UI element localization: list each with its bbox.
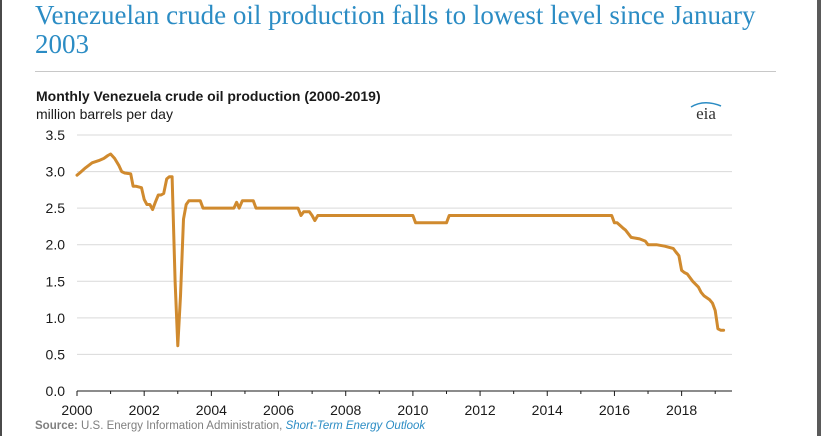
y-tick-label: 3.0	[46, 164, 66, 180]
chart-gridlines	[77, 134, 732, 355]
x-axis-ticks: 2000 2002 2004 2006 2008 2010 2012 2014 2016 2018	[61, 391, 716, 418]
y-axis-ticks: 0.0 0.5 1.0 1.5 2.0 2.5 3.0 3.5	[46, 127, 66, 399]
y-tick-label: 1.0	[46, 310, 66, 326]
y-tick-label: 3.5	[46, 127, 66, 143]
x-tick-label: 2010	[397, 402, 428, 418]
eia-logo: eia	[688, 100, 724, 127]
source-label: Source:	[35, 420, 78, 432]
x-tick-label: 2002	[129, 402, 160, 418]
y-tick-label: 0.0	[46, 383, 66, 399]
x-tick-label: 2006	[263, 402, 294, 418]
y-tick-label: 1.5	[46, 273, 66, 289]
x-tick-label: 2012	[464, 402, 495, 418]
chart-title: Monthly Venezuela crude oil production (…	[36, 88, 381, 104]
y-tick-label: 2.0	[46, 237, 66, 253]
source-link[interactable]: Short-Term Energy Outlook	[285, 420, 426, 432]
y-tick-label: 0.5	[46, 346, 66, 362]
headline-divider	[35, 71, 776, 72]
x-tick-label: 2008	[330, 402, 361, 418]
x-tick-label: 2018	[666, 402, 697, 418]
x-tick-label: 2016	[599, 402, 630, 418]
headline: Venezuelan crude oil production falls to…	[35, 0, 756, 59]
source-text: U.S. Energy Information Administration,	[77, 420, 286, 432]
x-tick-label: 2004	[196, 402, 227, 418]
frame-right-border	[817, 0, 821, 436]
x-tick-label: 2014	[532, 402, 563, 418]
x-tick-label: 2000	[61, 402, 92, 418]
frame-left-border	[0, 0, 2, 436]
source-note: Source: U.S. Energy Information Administ…	[35, 420, 425, 432]
eia-logo-text: eia	[696, 104, 716, 122]
chart-y-unit-label: million barrels per day	[36, 106, 173, 122]
series-line-venezuela-production	[75, 152, 726, 348]
y-tick-label: 2.5	[46, 200, 66, 216]
